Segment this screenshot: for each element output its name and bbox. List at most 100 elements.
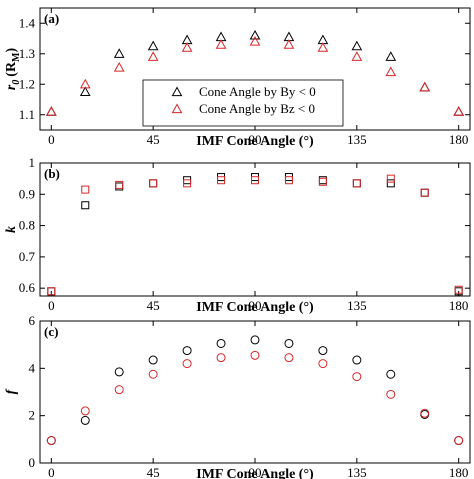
y-axis-label-unit: (R <box>4 61 19 77</box>
data-point <box>182 359 192 369</box>
data-point <box>147 40 159 51</box>
legend-marker <box>171 103 183 114</box>
y-tick-label: 1.1 <box>19 107 35 122</box>
data-point <box>148 355 158 365</box>
data-point <box>217 176 226 185</box>
data-point <box>79 78 91 89</box>
data-point <box>352 179 361 188</box>
data-point <box>351 40 363 51</box>
data-point <box>352 355 362 365</box>
y-tick-label: 0.9 <box>19 186 35 201</box>
x-tick-label: 0 <box>48 465 55 479</box>
data-point <box>115 182 124 191</box>
x-tick-label: 90 <box>249 132 262 147</box>
data-point <box>251 176 259 185</box>
data-point <box>45 106 57 116</box>
y-axis-label-sub: 0 <box>11 80 22 85</box>
x-axis-label: IMF Cone Angle (°) <box>196 134 314 149</box>
y-tick-label: 0.6 <box>19 280 36 295</box>
series-by <box>47 173 463 296</box>
x-tick-label: 90 <box>249 298 262 313</box>
panel-b: 0 45 90 135 180 0.6 0.7 0.8 0.9 1 IMF Cone Angle (… <box>4 155 471 315</box>
panel-tag: (a) <box>44 11 59 26</box>
y-tick-label: 1.2 <box>19 76 35 91</box>
data-point <box>113 61 125 72</box>
data-point <box>352 179 361 188</box>
y-axis-label-main: f <box>4 388 19 394</box>
x-axis-label: IMF Cone Angle (°) <box>196 467 314 479</box>
data-point <box>80 406 90 416</box>
y-tick-label: 6 <box>29 313 36 328</box>
data-point <box>216 338 226 348</box>
data-point <box>351 51 363 61</box>
legend-entry-label: Cone Angle by Bz < 0 <box>199 101 315 116</box>
data-point <box>419 81 431 92</box>
data-point <box>352 372 362 382</box>
data-point <box>81 201 90 210</box>
x-tick-label: 90 <box>249 465 262 479</box>
data-point <box>148 369 158 379</box>
data-point <box>249 29 261 40</box>
data-point <box>215 39 227 49</box>
data-point <box>80 415 90 425</box>
data-point <box>318 177 327 186</box>
data-point <box>250 335 260 345</box>
x-tick-label: 45 <box>147 132 160 147</box>
data-point <box>113 48 125 58</box>
data-point <box>216 353 226 363</box>
x-tick-label: 0 <box>48 132 55 147</box>
y-axis-label-unit-sub: M <box>11 52 22 62</box>
data-point <box>183 179 192 188</box>
data-point <box>454 285 463 294</box>
data-point <box>283 39 295 49</box>
y-tick-label: 1.4 <box>19 15 36 30</box>
legend-entry-label: Cone Angle by By < 0 <box>199 84 316 99</box>
series-bz <box>46 350 464 446</box>
panel-tag: (c) <box>44 324 58 339</box>
data-point <box>318 359 328 369</box>
x-tick-label: 135 <box>347 298 367 313</box>
series-bz <box>45 36 465 116</box>
data-point <box>386 369 396 379</box>
legend-marker <box>171 86 183 97</box>
y-axis-label: r0 (RM) <box>4 47 22 90</box>
y-axis-label: f <box>4 388 19 394</box>
data-point <box>181 42 193 52</box>
data-point <box>149 179 158 188</box>
x-tick-label: 180 <box>449 132 469 147</box>
data-point <box>318 346 328 356</box>
panel-c: 0 45 90 135 180 0 2 4 6 IMF Cone Angle (°) f (c) <box>4 313 471 479</box>
data-point <box>419 81 431 92</box>
y-axis-label-close: ) <box>4 47 19 52</box>
panel-tag: (b) <box>44 166 60 181</box>
data-point <box>79 86 91 96</box>
y-tick-label: 0 <box>29 455 36 470</box>
series-bz <box>47 174 463 296</box>
data-point <box>420 188 429 197</box>
data-point <box>385 51 397 61</box>
series-by <box>46 335 464 446</box>
data-point <box>420 188 429 197</box>
data-point <box>149 179 158 188</box>
data-point <box>454 436 464 446</box>
data-point <box>284 353 294 363</box>
data-point <box>47 287 56 296</box>
data-point <box>115 180 124 189</box>
x-tick-label: 135 <box>347 132 367 147</box>
plot-frame <box>39 162 471 297</box>
panel-a: 0 45 90 135 180 1.1 1.2 1.3 1.4 IMF Cone Angle (°… <box>4 7 471 149</box>
data-point <box>45 106 57 116</box>
data-point <box>114 385 124 395</box>
data-point <box>420 408 430 418</box>
data-point <box>147 51 159 61</box>
y-tick-label: 1 <box>29 155 36 170</box>
y-tick-label: 0.7 <box>19 249 36 264</box>
y-tick-label: 1.3 <box>19 46 35 61</box>
y-axis-label-main: r <box>4 84 19 90</box>
y-axis-label-main: k <box>4 226 19 233</box>
x-tick-label: 180 <box>449 465 469 479</box>
y-tick-label: 4 <box>29 360 36 375</box>
data-point <box>386 389 396 399</box>
data-point <box>386 179 395 188</box>
